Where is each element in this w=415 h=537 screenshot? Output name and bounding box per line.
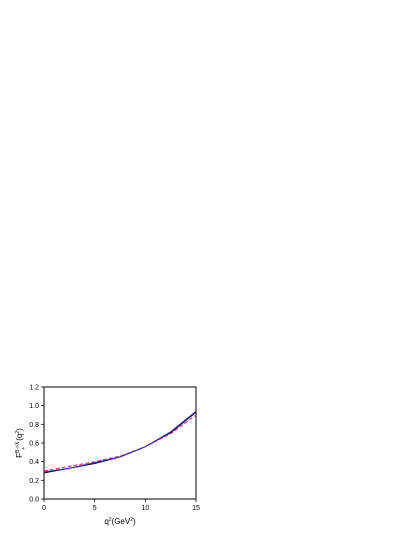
y-tick-label: 0.0 — [29, 497, 39, 504]
y-tick-label: 0.4 — [29, 459, 39, 466]
y-tick-label: 1.2 — [29, 385, 39, 392]
y-tick-label: 0.8 — [29, 422, 39, 429]
y-tick-label: 0.6 — [29, 441, 39, 448]
x-tick-label: 5 — [93, 505, 97, 512]
x-tick-label: 10 — [141, 505, 149, 512]
x-tick-label: 15 — [192, 505, 200, 512]
y-axis-label: FB->X+(q2) — [15, 428, 27, 458]
y-tick-label: 0.2 — [29, 478, 39, 485]
series-line — [43, 411, 197, 474]
series-line — [43, 410, 197, 473]
x-axis-label: q2(GeV2) — [104, 517, 136, 526]
y-tick-label: 1.0 — [29, 403, 39, 410]
x-tick-label: 0 — [42, 505, 46, 512]
plot-frame — [43, 386, 197, 500]
series-line — [43, 414, 197, 472]
